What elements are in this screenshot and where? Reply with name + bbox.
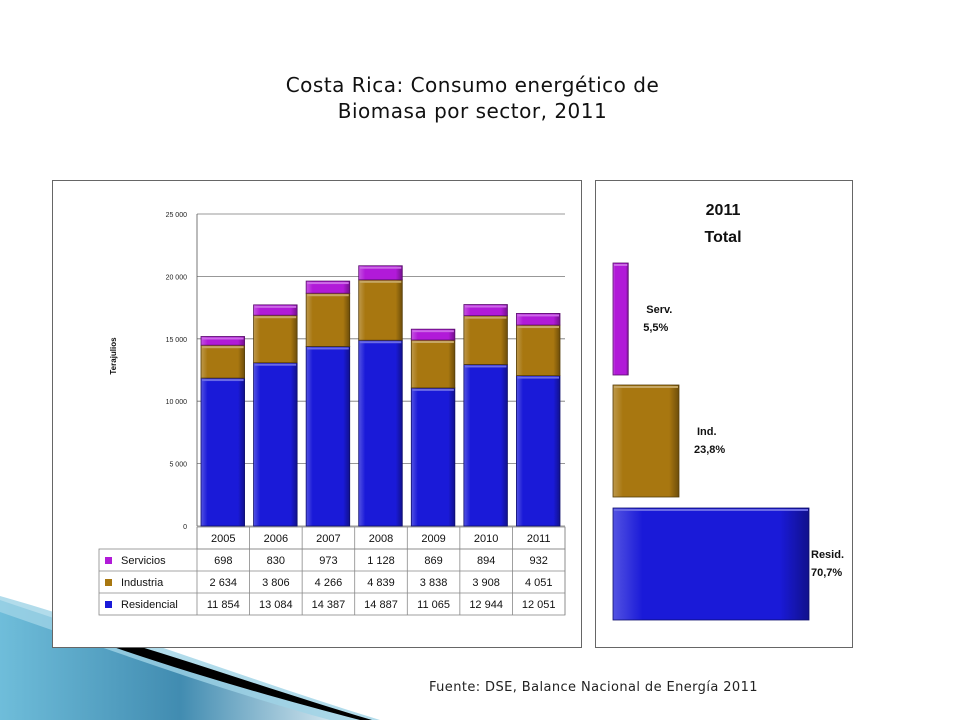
y-tick-label: 10 000 — [166, 399, 188, 406]
table-cell-industria: 2 634 — [210, 577, 238, 589]
table-cell-residencial: 13 084 — [259, 599, 293, 611]
share-bar-ind — [612, 384, 680, 498]
bar-segment-servicios — [463, 304, 508, 317]
table-cell-residencial: 12 944 — [469, 599, 503, 611]
share-label-name: Serv. — [646, 304, 672, 316]
bar-segment-industria — [516, 324, 561, 377]
legend-swatch-servicios — [105, 557, 112, 564]
table-cell-industria: 3 838 — [420, 577, 448, 589]
table-cell-residencial: 14 387 — [312, 599, 346, 611]
table-cell-servicios: 1 128 — [367, 555, 395, 567]
share-chart-subtitle: Total — [704, 229, 741, 246]
title-line-2: Biomasa por sector, 2011 — [337, 99, 608, 123]
table-cell-servicios: 830 — [267, 555, 285, 567]
legend-swatch-industria — [105, 579, 112, 586]
bar-segment-residencial — [463, 364, 508, 527]
bar-segment-residencial — [358, 339, 403, 527]
table-cell-residencial: 12 051 — [522, 599, 556, 611]
bar-segment-servicios — [305, 280, 351, 294]
x-category-label: 2006 — [264, 533, 288, 545]
legend-swatch-residencial — [105, 601, 112, 608]
legend-label-industria: Industria — [121, 577, 164, 589]
bar-segment-industria — [410, 339, 456, 389]
stacked-bar-chart-panel: 0 5 000 10 000 15 000 20 000 25 000 Terajulios… — [52, 180, 582, 648]
y-tick-label: 5 000 — [169, 462, 187, 469]
table-cell-industria: 3 908 — [472, 577, 500, 589]
share-label-name: Ind. — [697, 426, 717, 438]
bar-segment-servicios — [200, 336, 245, 346]
y-tick-label: 15 000 — [166, 337, 188, 344]
table-cell-industria: 4 839 — [367, 577, 395, 589]
title-line-1: Costa Rica: Consumo energético de — [285, 73, 660, 97]
table-cell-servicios: 973 — [319, 555, 337, 567]
source-note: Fuente: DSE, Balance Nacional de Energía… — [429, 680, 758, 695]
table-cell-residencial: 11 065 — [417, 599, 450, 611]
table-cell-servicios: 932 — [530, 555, 548, 567]
share-bar-resid — [612, 507, 810, 621]
stacked-bar-chart: 0 5 000 10 000 15 000 20 000 25 000 Terajulios… — [98, 212, 566, 616]
x-category-label: 2010 — [474, 533, 498, 545]
x-category-label: 2007 — [316, 533, 340, 545]
share-chart: 2011 Total Serv. 5,5% Ind. 23,8% Resid. 70,7% — [612, 202, 844, 621]
bar-segment-servicios — [358, 265, 403, 281]
x-category-label: 2005 — [211, 533, 235, 545]
share-chart-panel: 2011 Total Serv. 5,5% Ind. 23,8% Resid. 70,7% — [595, 180, 853, 648]
y-tick-label: 25 000 — [166, 212, 188, 219]
page-title: Costa Rica: Consumo energético de Biomas… — [0, 72, 945, 124]
bar-segment-residencial — [305, 346, 351, 527]
bar-segment-industria — [305, 292, 351, 347]
table-cell-industria: 4 051 — [525, 577, 553, 589]
bar-segment-industria — [253, 314, 298, 364]
table-cell-servicios: 698 — [214, 555, 232, 567]
y-axis-label: Terajulios — [109, 337, 118, 375]
legend-label-residencial: Residencial — [121, 599, 178, 611]
bar-segment-industria — [358, 279, 403, 341]
table-cell-residencial: 14 887 — [364, 599, 398, 611]
bar-segment-residencial — [516, 375, 561, 527]
bar-segment-residencial — [200, 377, 245, 527]
bar-segment-residencial — [253, 362, 298, 527]
table-cell-servicios: 869 — [424, 555, 442, 567]
x-category-label: 2008 — [369, 533, 393, 545]
bar-segment-residencial — [410, 387, 456, 527]
table-cell-residencial: 11 854 — [207, 599, 240, 611]
share-label-pct: 70,7% — [811, 567, 842, 579]
bar-segment-industria — [200, 344, 245, 379]
share-label-pct: 23,8% — [694, 444, 725, 456]
x-category-label: 2011 — [527, 533, 551, 545]
bar-segment-servicios — [253, 304, 298, 316]
table-cell-industria: 4 266 — [315, 577, 343, 589]
table-cell-industria: 3 806 — [262, 577, 290, 589]
x-category-label: 2009 — [421, 533, 445, 545]
y-tick-label: 0 — [183, 524, 187, 531]
share-bar-serv — [612, 262, 629, 376]
share-label-name: Resid. — [811, 549, 844, 561]
bar-segment-industria — [463, 315, 508, 365]
share-label-pct: 5,5% — [643, 322, 668, 334]
legend-label-servicios: Servicios — [121, 555, 166, 567]
share-chart-title: 2011 — [706, 202, 741, 219]
y-tick-label: 20 000 — [166, 274, 188, 281]
bar-segment-servicios — [410, 328, 456, 341]
bar-segment-servicios — [516, 313, 561, 326]
table-cell-servicios: 894 — [477, 555, 495, 567]
